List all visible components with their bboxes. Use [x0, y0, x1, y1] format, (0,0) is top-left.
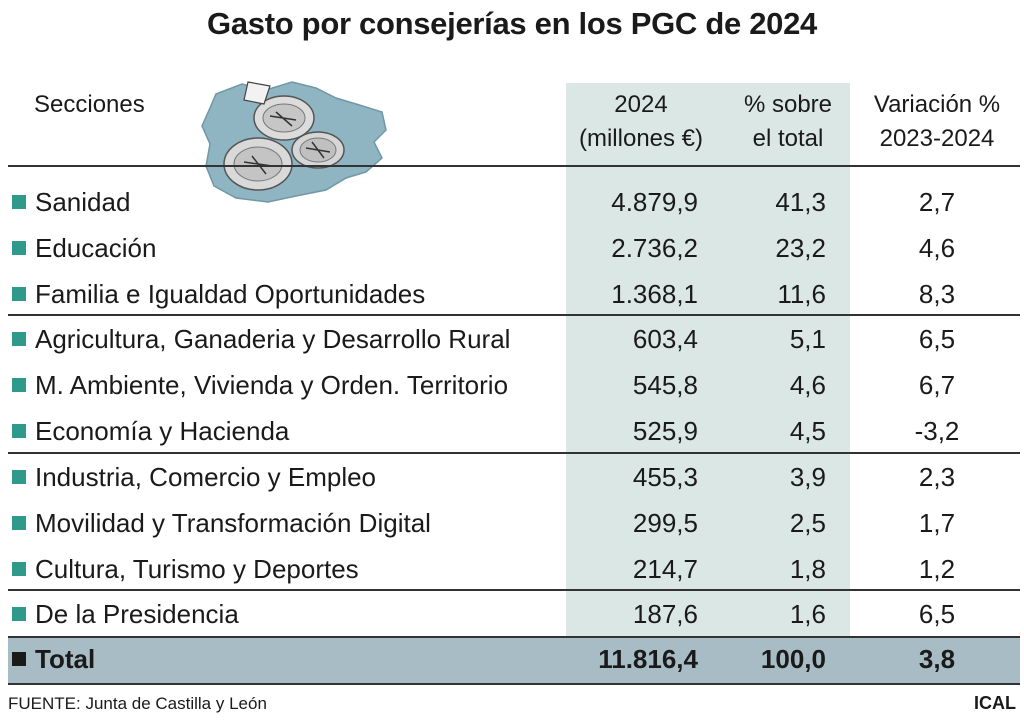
header-col-share-line1: % sobre — [743, 91, 833, 118]
header-col-share-line2: el total — [752, 125, 824, 152]
header-col-amount-line2: (millones €) — [578, 125, 704, 152]
total-bottom-line — [8, 683, 1020, 685]
cell-amount: 214,7 — [632, 554, 698, 584]
source-note: FUENTE: Junta de Castilla y León — [8, 694, 267, 713]
highlight-column — [566, 83, 850, 636]
header-secciones: Secciones — [34, 91, 145, 118]
cell-share: 2,5 — [789, 508, 826, 538]
square-bullet-icon — [12, 607, 26, 621]
total-share: 100,0 — [760, 644, 826, 674]
square-bullet-icon — [12, 287, 26, 301]
cell-amount: 299,5 — [632, 508, 698, 538]
cell-variation: 2,3 — [918, 462, 956, 492]
table-row-label: Cultura, Turismo y Deportes — [10, 552, 359, 586]
group-divider-1 — [8, 314, 1020, 316]
cell-amount: 1.368,1 — [611, 279, 698, 309]
header-col-share: % sobre el total — [720, 88, 856, 156]
table-row-label: Agricultura, Ganaderia y Desarrollo Rura… — [10, 322, 510, 356]
cell-share: 1,6 — [789, 599, 826, 629]
cell-amount: 455,3 — [632, 462, 698, 492]
square-bullet-icon — [12, 470, 26, 484]
header-col-variation: Variación % 2023-2024 — [850, 88, 1024, 156]
cell-amount: 603,4 — [632, 324, 698, 354]
header-col-amount-line1: 2024 — [614, 91, 668, 118]
header-col-variation-line1: Variación % — [873, 91, 1001, 118]
section-name: De la Presidencia — [35, 599, 239, 629]
cell-variation: 6,5 — [918, 599, 956, 629]
section-name: M. Ambiente, Vivienda y Orden. Territori… — [35, 370, 509, 400]
table-row-label: De la Presidencia — [10, 597, 239, 631]
cell-amount: 2.736,2 — [611, 233, 698, 263]
square-bullet-icon — [12, 241, 26, 255]
table-row-label: Familia e Igualdad Oportunidades — [10, 277, 425, 311]
table-row-label: Industria, Comercio y Empleo — [10, 460, 376, 494]
header-col-amount: 2024 (millones €) — [566, 88, 716, 156]
map-coins-illustration — [201, 81, 387, 203]
table-row-label: Sanidad — [10, 185, 130, 219]
cell-variation: 6,5 — [918, 324, 956, 354]
header-col-variation-line2: 2023-2024 — [879, 125, 995, 152]
cell-variation: 4,6 — [918, 233, 956, 263]
cell-variation: 1,2 — [918, 554, 956, 584]
section-name: Movilidad y Transformación Digital — [35, 508, 431, 538]
section-name: Educación — [35, 233, 157, 263]
table-row-label: M. Ambiente, Vivienda y Orden. Territori… — [10, 368, 508, 402]
square-bullet-icon — [12, 332, 26, 346]
total-section: Total — [35, 644, 96, 674]
total-amount: 11.816,4 — [598, 644, 698, 674]
cell-share: 3,9 — [789, 462, 826, 492]
square-bullet-icon — [12, 562, 26, 576]
section-name: Industria, Comercio y Empleo — [35, 462, 377, 492]
total-band — [8, 637, 1020, 683]
cell-share: 5,1 — [789, 324, 826, 354]
total-variation: 3,8 — [918, 644, 956, 674]
cell-share: 4,5 — [789, 416, 826, 446]
cell-share: 1,8 — [789, 554, 826, 584]
total-top-line — [8, 636, 1020, 638]
chart-title: Gasto por consejerías en los PGC de 2024 — [207, 6, 817, 41]
section-name: Cultura, Turismo y Deportes — [35, 554, 359, 584]
section-name: Agricultura, Ganaderia y Desarrollo Rura… — [35, 324, 511, 354]
cell-share: 41,3 — [775, 187, 826, 217]
cell-share: 23,2 — [775, 233, 826, 263]
square-bullet-icon — [12, 378, 26, 392]
table-row-label: Movilidad y Transformación Digital — [10, 506, 431, 540]
square-bullet-icon — [12, 516, 26, 530]
cell-variation: 1,7 — [918, 508, 956, 538]
cell-amount: 4.879,9 — [611, 187, 698, 217]
total-label: Total — [10, 642, 95, 676]
cell-share: 11,6 — [777, 279, 826, 309]
cell-amount: 187,6 — [632, 599, 698, 629]
square-bullet-icon — [12, 424, 26, 438]
cell-amount: 545,8 — [632, 370, 698, 400]
table-row-label: Educación — [10, 231, 156, 265]
table-row-label: Economía y Hacienda — [10, 414, 289, 448]
cell-variation: 6,7 — [918, 370, 956, 400]
header-divider — [8, 165, 1020, 167]
cell-amount: 525,9 — [632, 416, 698, 446]
total-bullet-icon — [12, 652, 26, 666]
group-divider-3 — [8, 589, 1020, 591]
group-divider-2 — [8, 452, 1020, 454]
section-name: Familia e Igualdad Oportunidades — [35, 279, 426, 309]
cell-share: 4,6 — [789, 370, 826, 400]
cell-variation: -3,2 — [914, 416, 960, 446]
section-name: Economía y Hacienda — [35, 416, 290, 446]
cell-variation: 8,3 — [918, 279, 956, 309]
cell-variation: 2,7 — [918, 187, 956, 217]
brand-label: ICAL — [974, 693, 1016, 713]
section-name: Sanidad — [35, 187, 131, 217]
square-bullet-icon — [12, 195, 26, 209]
